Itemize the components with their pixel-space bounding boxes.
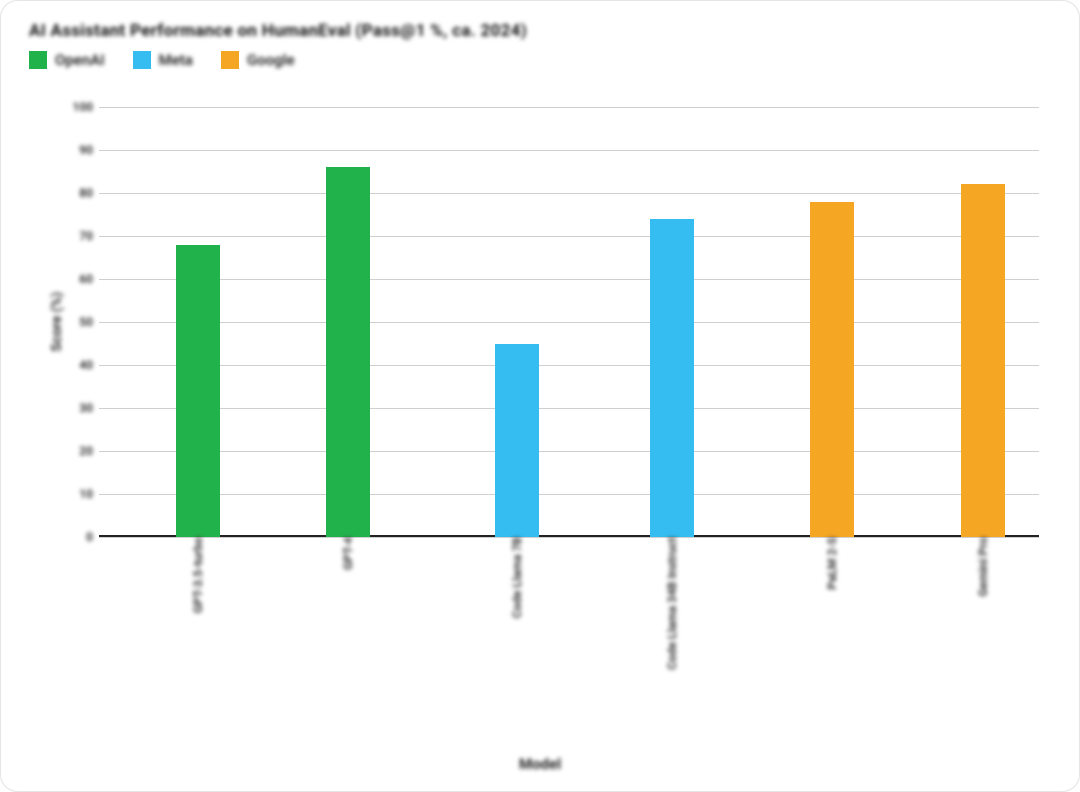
gridline: [99, 408, 1039, 409]
y-tick-label: 10: [65, 487, 93, 501]
legend-label: Meta: [159, 51, 193, 69]
x-tick-label: Gemini Pro: [923, 537, 1043, 607]
chart-frame: AI Assistant Performance on HumanEval (P…: [0, 0, 1080, 792]
y-tick-label: 50: [65, 315, 93, 329]
bar: [176, 245, 220, 537]
y-tick-label: 70: [65, 229, 93, 243]
legend-item: Meta: [133, 51, 193, 69]
x-tick-label: Code Llama 7B: [457, 537, 577, 628]
legend-label: Google: [247, 51, 295, 69]
y-tick-label: 20: [65, 444, 93, 458]
gridline: [99, 365, 1039, 366]
chart-title: AI Assistant Performance on HumanEval (P…: [29, 21, 1051, 41]
gridline: [99, 150, 1039, 151]
legend-swatch-meta: [133, 51, 151, 69]
x-tick-label: GPT-3.5-turbo: [138, 537, 258, 623]
y-tick-label: 80: [65, 186, 93, 200]
plot-area: Score (%) 0102030405060708090100GPT-3.5-…: [99, 107, 1039, 537]
bar: [326, 167, 370, 537]
gridline: [99, 193, 1039, 194]
legend-swatch-openai: [29, 51, 47, 69]
legend-swatch-google: [221, 51, 239, 69]
plot: 0102030405060708090100GPT-3.5-turboGPT-4…: [99, 107, 1039, 537]
y-tick-label: 0: [65, 530, 93, 544]
bar: [495, 344, 539, 538]
legend: OpenAI Meta Google: [29, 51, 1051, 69]
gridline: [99, 494, 1039, 495]
bar: [810, 202, 854, 537]
y-tick-label: 40: [65, 358, 93, 372]
y-tick-label: 100: [65, 100, 93, 114]
x-tick-label: GPT-4: [288, 537, 408, 580]
gridline: [99, 107, 1039, 108]
y-tick-label: 60: [65, 272, 93, 286]
x-tick-label: Code Llama 34B Instruct: [612, 537, 732, 680]
legend-item: Google: [221, 51, 295, 69]
legend-label: OpenAI: [55, 51, 105, 69]
legend-item: OpenAI: [29, 51, 105, 69]
gridline: [99, 322, 1039, 323]
x-tick-label: PaLM 2-S: [772, 537, 892, 600]
y-tick-label: 30: [65, 401, 93, 415]
bar: [961, 184, 1005, 537]
gridline: [99, 451, 1039, 452]
y-tick-label: 90: [65, 143, 93, 157]
gridline: [99, 279, 1039, 280]
x-axis-label: Model: [1, 755, 1079, 773]
gridline: [99, 236, 1039, 237]
bar: [650, 219, 694, 537]
